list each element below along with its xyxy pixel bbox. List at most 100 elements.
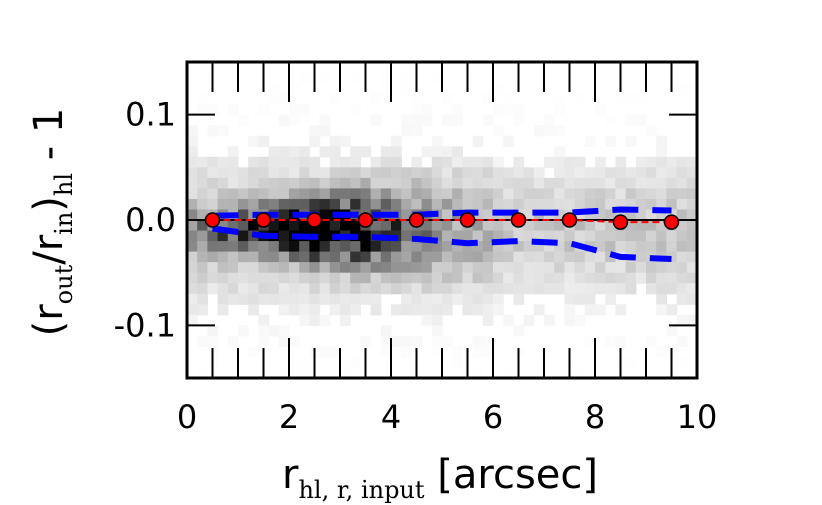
density-cell xyxy=(268,220,280,232)
density-cell xyxy=(493,241,504,253)
density-cell xyxy=(625,356,637,369)
density-cell xyxy=(513,272,525,284)
density-cell xyxy=(442,146,453,158)
density-cell xyxy=(217,198,229,211)
density-cell xyxy=(309,167,321,179)
density-cell xyxy=(646,241,657,253)
density-cell xyxy=(380,325,392,337)
density-cell xyxy=(554,241,565,253)
density-cell xyxy=(442,188,453,200)
density-cell xyxy=(340,262,351,274)
density-cell xyxy=(686,177,698,189)
x-tick-label: 8 xyxy=(585,398,605,436)
density-cell xyxy=(278,188,290,200)
density-cell xyxy=(533,230,545,242)
density-cell xyxy=(421,304,433,316)
density-cell xyxy=(309,314,321,326)
density-cell xyxy=(482,220,494,232)
density-cell xyxy=(187,241,198,253)
density-cell xyxy=(666,325,678,337)
density-cell xyxy=(686,198,698,211)
density-cell xyxy=(574,272,586,284)
density-cell xyxy=(625,93,637,105)
density-cell xyxy=(482,335,494,347)
density-cell xyxy=(299,188,310,200)
density-cell xyxy=(370,283,382,295)
density-cell xyxy=(595,262,606,274)
density-cell xyxy=(319,177,331,189)
density-cell xyxy=(340,304,351,316)
density-cell xyxy=(646,167,657,179)
density-cell xyxy=(278,367,290,379)
x-tick-labels: 0 2 4 6 8 10 xyxy=(177,398,718,436)
density-cell xyxy=(340,62,351,74)
density-cell xyxy=(329,93,341,105)
density-cell xyxy=(360,146,372,158)
density-cell xyxy=(523,177,535,189)
density-cell xyxy=(462,167,474,179)
density-cell xyxy=(442,283,453,295)
density-cell xyxy=(615,335,627,347)
density-cell xyxy=(268,156,280,168)
density-cell xyxy=(442,335,453,347)
median-point xyxy=(306,212,323,228)
density-cell xyxy=(472,188,484,200)
density-cell xyxy=(360,335,372,347)
density-cell xyxy=(493,125,504,137)
density-cell xyxy=(676,83,688,95)
density-cell xyxy=(380,272,392,284)
density-cell xyxy=(289,367,300,379)
density-cell xyxy=(595,241,606,253)
density-cell xyxy=(544,262,555,274)
density-cell xyxy=(350,72,361,84)
median-point xyxy=(663,214,680,230)
density-cell xyxy=(595,156,606,168)
density-cell xyxy=(676,241,688,253)
density-cell xyxy=(329,198,341,211)
density-cell xyxy=(482,156,494,168)
density-cell xyxy=(493,83,504,95)
density-cell xyxy=(340,293,351,305)
density-cell xyxy=(523,251,535,263)
density-cell xyxy=(248,156,259,168)
density-cell xyxy=(289,262,300,274)
density-cell xyxy=(227,146,239,158)
density-cell xyxy=(666,272,678,284)
density-cell xyxy=(564,241,576,253)
density-cell xyxy=(666,230,678,242)
density-cell xyxy=(431,346,443,358)
density-cell xyxy=(360,230,372,242)
density-cell xyxy=(350,241,361,253)
density-cell xyxy=(340,177,351,189)
density-cell xyxy=(564,283,576,295)
density-cell xyxy=(482,251,494,263)
density-cell xyxy=(258,156,270,168)
density-cell xyxy=(217,230,229,242)
density-cell xyxy=(544,188,555,200)
density-cell xyxy=(299,198,310,211)
density-cell xyxy=(319,209,331,221)
y-tick-label: 0.1 xyxy=(125,96,176,134)
density-cell xyxy=(370,262,382,274)
density-cell xyxy=(523,220,535,232)
density-cell xyxy=(227,272,239,284)
density-cell xyxy=(646,230,657,242)
density-cell xyxy=(554,125,565,137)
density-cell xyxy=(421,272,433,284)
density-cell xyxy=(595,230,606,242)
density-cell xyxy=(574,167,586,179)
density-cell xyxy=(278,325,290,337)
density-cell xyxy=(472,251,484,263)
density-cell xyxy=(278,114,290,126)
density-cell xyxy=(686,230,698,242)
density-cell xyxy=(431,251,443,263)
density-cell xyxy=(309,156,321,168)
density-cell xyxy=(605,62,616,74)
density-cell xyxy=(258,167,270,179)
density-cell xyxy=(207,104,219,116)
x-tick-label: 2 xyxy=(279,398,299,436)
density-cell xyxy=(401,72,412,84)
density-cell xyxy=(676,314,688,326)
density-cell xyxy=(329,146,341,158)
density-cell xyxy=(207,156,219,168)
